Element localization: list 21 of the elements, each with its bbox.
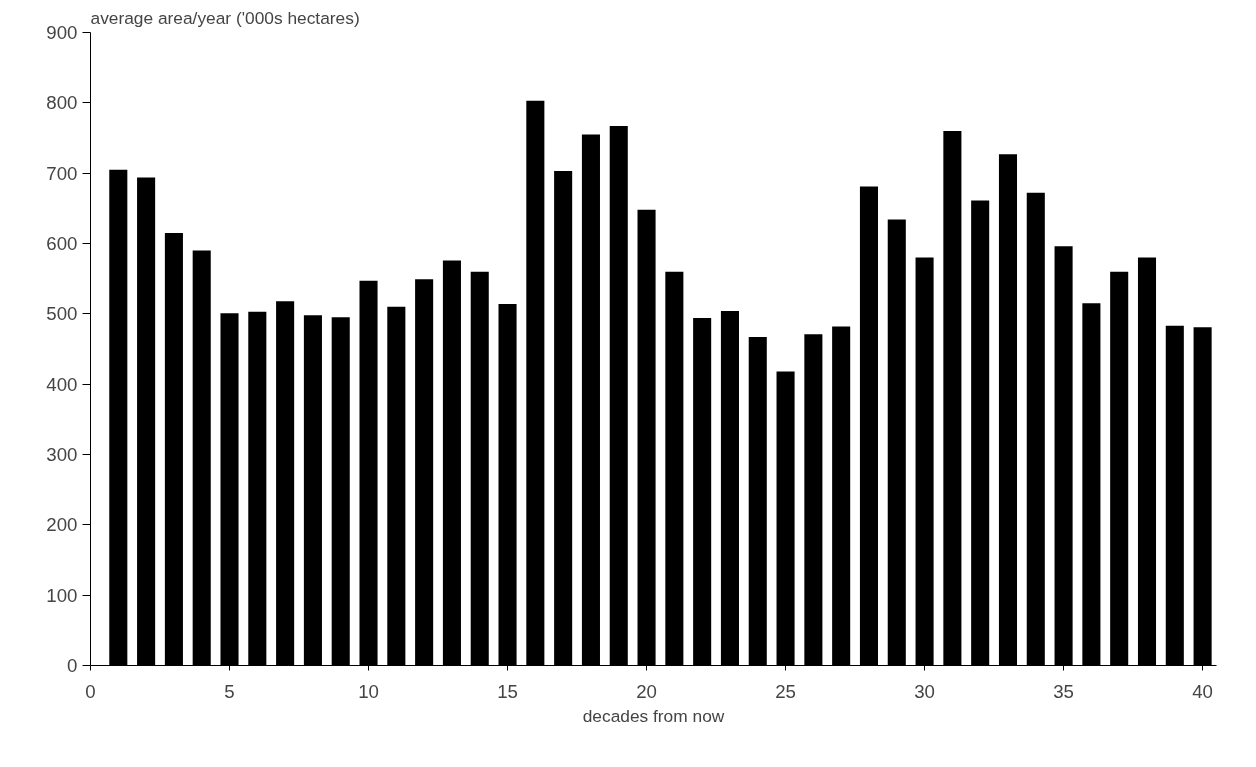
y-tick-label: 300 xyxy=(46,444,78,465)
x-tick-label: 30 xyxy=(914,680,935,702)
y-tick-label: 0 xyxy=(67,655,78,676)
x-axis-title: decades from now xyxy=(582,705,725,726)
y-axis-title: average area/year ('000s hectares) xyxy=(90,7,360,28)
x-tick-label: 15 xyxy=(497,680,518,702)
x-tick-label: 20 xyxy=(636,680,657,702)
y-tick-label: 700 xyxy=(46,162,78,184)
y-tick-label: 900 xyxy=(46,22,78,43)
x-tick-label: 0 xyxy=(85,680,96,702)
y-tick-label: 200 xyxy=(46,514,78,536)
x-tick-label: 35 xyxy=(1053,680,1074,702)
y-tick-label: 100 xyxy=(46,584,78,606)
x-tick-label: 25 xyxy=(775,680,796,702)
x-tick-label: 5 xyxy=(224,680,235,702)
y-tick-label: 400 xyxy=(46,373,78,395)
y-tick-label: 800 xyxy=(46,92,78,114)
y-tick-label: 600 xyxy=(46,233,78,254)
x-tick-label: 40 xyxy=(1192,680,1213,702)
x-tick-label: 10 xyxy=(358,680,379,702)
y-tick-label: 500 xyxy=(46,303,78,325)
